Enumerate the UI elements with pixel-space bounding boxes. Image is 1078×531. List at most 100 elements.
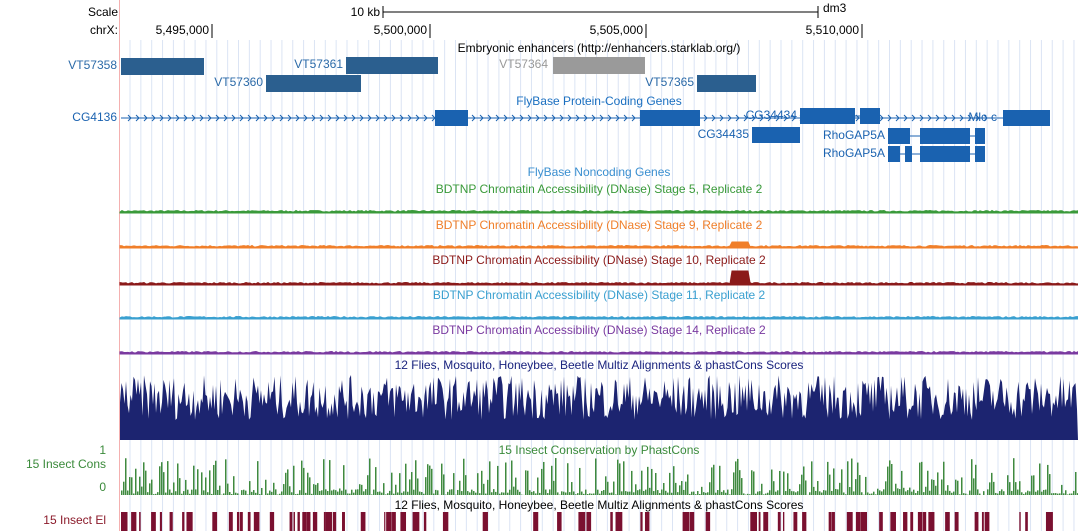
phastcons-bar (987, 489, 989, 495)
phastcons-bar (817, 481, 819, 495)
phastcons-bar (893, 491, 895, 495)
strand-arrow (543, 114, 548, 122)
phastcons-bar (599, 493, 601, 495)
element (423, 512, 427, 531)
phastcons-bar (399, 473, 401, 495)
phastcons-bar (197, 469, 199, 495)
element (945, 512, 950, 531)
phastcons-bar (757, 491, 759, 495)
phastcons-bar (417, 478, 419, 495)
enhancer-label: VT57358 (68, 58, 117, 72)
phastcons-bar (295, 494, 297, 495)
enhancer (697, 75, 756, 92)
phastcons-bar (167, 461, 169, 495)
phastcons-bar (813, 486, 815, 495)
element (131, 512, 137, 531)
phastcons-bar (635, 484, 637, 495)
strand-arrow (743, 114, 748, 122)
strand-arrow (175, 114, 180, 122)
enhancer (346, 57, 438, 74)
element (981, 512, 984, 531)
phastcons-bar (143, 462, 145, 495)
element (831, 512, 835, 531)
phastcons-bar (869, 493, 871, 495)
phastcons-bar (959, 494, 961, 495)
phastcons-bar (291, 492, 293, 495)
phastcons-bar (1037, 490, 1039, 495)
phastcons-bar (421, 492, 423, 495)
gene-label: Mlc-c (968, 110, 997, 124)
phastcons-bar (183, 491, 185, 495)
phastcons-bar (885, 481, 887, 495)
phastcons-bar (739, 470, 741, 495)
phastcons-bar (845, 494, 847, 495)
phastcons-bar (213, 464, 215, 495)
phastcons-bar (865, 476, 867, 495)
phastcons-bar (413, 489, 415, 495)
phastcons-bar (871, 493, 873, 495)
phastcons-bar (325, 489, 327, 495)
phastcons-bar (335, 490, 337, 495)
phastcons-bar (949, 490, 951, 495)
phastcons-bar (973, 478, 975, 495)
phastcons-bar (859, 475, 861, 495)
phastcons-bar (431, 468, 433, 495)
phastcons-bar (979, 493, 981, 495)
gene-label: RhoGAP5A (823, 128, 885, 142)
phastcons-bar (779, 470, 781, 495)
element (586, 512, 592, 531)
phastcons-bar (961, 477, 963, 495)
phastcons-bar (861, 492, 863, 495)
exon (888, 128, 910, 144)
phastcons-bar (597, 489, 599, 495)
phastcons-bar (875, 494, 877, 495)
phastcons-bar (133, 493, 135, 495)
element (903, 512, 908, 531)
phastcons-bar (337, 491, 339, 495)
phastcons-bar (851, 458, 853, 495)
phastcons-bar (1065, 490, 1067, 495)
phastcons-bar (441, 463, 443, 495)
phastcons-bar (671, 492, 673, 495)
phastcons-bar (505, 462, 507, 495)
strand-arrow (287, 114, 292, 122)
phastcons-bar (371, 494, 373, 495)
exon (860, 108, 880, 124)
phastcons-bar (753, 471, 755, 495)
element (705, 512, 711, 531)
phastcons-bar (645, 489, 647, 495)
phastcons-bar (731, 489, 733, 495)
phastcons-bar (933, 479, 935, 495)
phastcons-bar (881, 491, 883, 495)
phastcons-bar (917, 490, 919, 495)
phastcons-bar (675, 482, 677, 495)
phastcons-bar (481, 470, 483, 495)
strand-arrow (375, 114, 380, 122)
phastcons-bar (187, 489, 189, 495)
phastcons-bar (415, 460, 417, 495)
phastcons-bar (429, 465, 431, 495)
phastcons-bar (891, 463, 893, 495)
phastcons-bar (165, 492, 167, 495)
phastcons-bar (203, 490, 205, 495)
element (682, 512, 689, 531)
phastcons-bar (897, 488, 899, 495)
strand-arrow (935, 114, 940, 122)
phastcons-bar (427, 464, 429, 495)
gene-label: RhoGAP5A (823, 146, 885, 160)
enhancer (266, 75, 361, 92)
element (557, 512, 562, 531)
phastcons-bar (1011, 490, 1013, 495)
phastcons-bar (571, 482, 573, 495)
phastcons-bar (619, 463, 621, 495)
strand-arrow (879, 114, 884, 122)
element (139, 512, 141, 531)
phastcons-bar (131, 477, 133, 495)
phastcons-bar (733, 472, 735, 495)
phastcons-bar (1013, 458, 1015, 495)
element (442, 512, 449, 531)
phastcons-bar (613, 481, 615, 495)
phastcons-bar (449, 489, 451, 495)
phastcons-bar (389, 490, 391, 495)
phastcons-bar (135, 468, 137, 495)
